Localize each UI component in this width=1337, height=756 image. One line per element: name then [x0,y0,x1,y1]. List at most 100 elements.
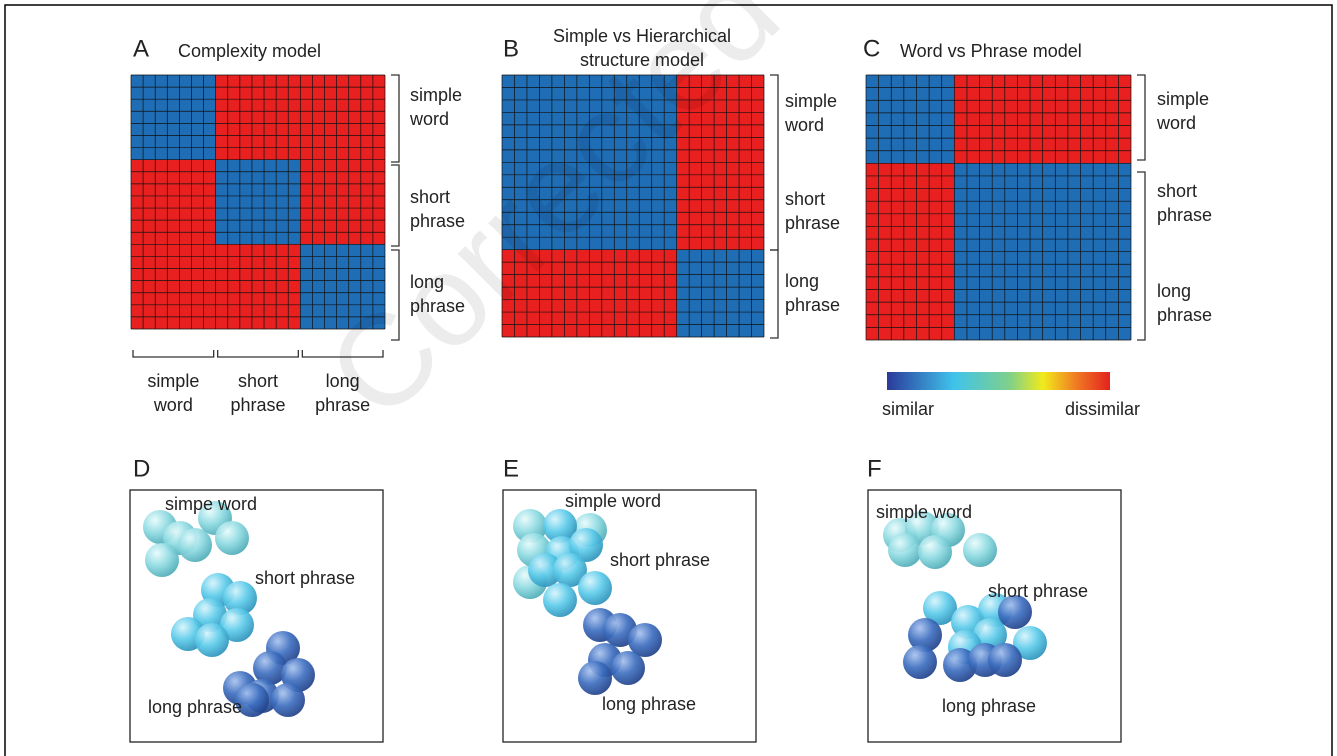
row-label: phrase [1157,205,1212,225]
row-label: phrase [785,295,840,315]
sphere [253,651,287,685]
sphere [903,645,937,679]
matrix-block [215,159,301,245]
scatter-box [502,489,757,743]
row-label: simple [1157,89,1209,109]
sphere [628,623,662,657]
column-label: long [326,371,360,391]
matrix-block [866,75,955,164]
panel-title: Complexity model [178,41,321,61]
bracket [301,350,384,358]
panel-letter: F [867,455,882,482]
matrix-block [676,249,764,337]
row-label: word [409,109,449,129]
sphere [145,543,179,577]
row-label: phrase [410,211,465,231]
row-label: short [1157,181,1197,201]
bracket [391,74,400,163]
cluster-label: simple word [565,491,661,511]
matrix-block [1042,163,1131,252]
panel-letter: A [133,35,149,62]
sphere [220,608,254,642]
sphere [195,623,229,657]
sphere [918,535,952,569]
bracket [391,249,400,341]
panel-letter: C [863,35,880,62]
row-label: short [785,189,825,209]
colorbar-label: dissimilar [1065,399,1140,419]
sphere [1013,626,1047,660]
bracket [217,350,299,358]
cluster-label: long phrase [602,694,696,714]
matrix-block [215,244,301,329]
matrix-block [589,249,677,337]
sphere [569,528,603,562]
sphere [923,591,957,625]
column-label: simple [147,371,199,391]
matrix-block [1042,251,1131,340]
matrix-block [866,251,955,340]
sphere [543,583,577,617]
cluster-label: simple word [876,502,972,522]
sphere [888,533,922,567]
sphere [988,643,1022,677]
matrix-block [300,75,385,160]
bracket [132,350,215,358]
sphere [193,598,227,632]
sphere [578,661,612,695]
panel-letter: D [133,455,150,482]
scatter-box [129,489,384,743]
matrix-block [502,249,590,337]
scatter-box [867,489,1122,743]
bracket [391,164,400,247]
sphere [908,618,942,652]
matrix-block [131,244,216,329]
row-label: simple [410,85,462,105]
row-label: short [410,187,450,207]
sphere [235,683,269,717]
matrix-block [866,163,955,252]
matrix-block [589,75,677,163]
row-label: simple [785,91,837,111]
panel-title: structure model [580,50,704,70]
sphere [223,581,257,615]
matrix-block [1042,75,1131,164]
sphere [178,528,212,562]
cluster-label: simpe word [165,494,257,514]
cluster-label: long phrase [942,696,1036,716]
bracket [770,74,779,251]
row-label: long [410,272,444,292]
sphere [578,571,612,605]
matrix-block [215,75,301,160]
colorbar [887,372,1110,390]
cluster-label: long phrase [148,697,242,717]
sphere [543,509,577,543]
sphere [271,683,305,717]
row-label: phrase [1157,305,1212,325]
row-label: word [1156,113,1196,133]
matrix-block [954,75,1043,164]
column-label: short [238,371,278,391]
row-label: word [784,115,824,135]
sphere [963,533,997,567]
figure-border [4,4,1333,756]
matrix-block [300,244,385,329]
bracket [1137,74,1146,161]
bracket [770,249,779,339]
matrix-block [131,75,216,160]
matrix-block [502,75,590,163]
column-label: phrase [230,395,285,415]
colorbar-label: similar [882,399,934,419]
matrix-block [131,159,216,245]
sphere [998,595,1032,629]
row-label: long [1157,281,1191,301]
matrix-block [300,159,385,245]
matrix-block [676,162,764,250]
cluster-label: short phrase [610,550,710,570]
matrix-block [676,75,764,163]
cluster-label: short phrase [255,568,355,588]
matrix-block [589,162,677,250]
panel-letter: B [503,35,519,62]
row-label: phrase [410,296,465,316]
